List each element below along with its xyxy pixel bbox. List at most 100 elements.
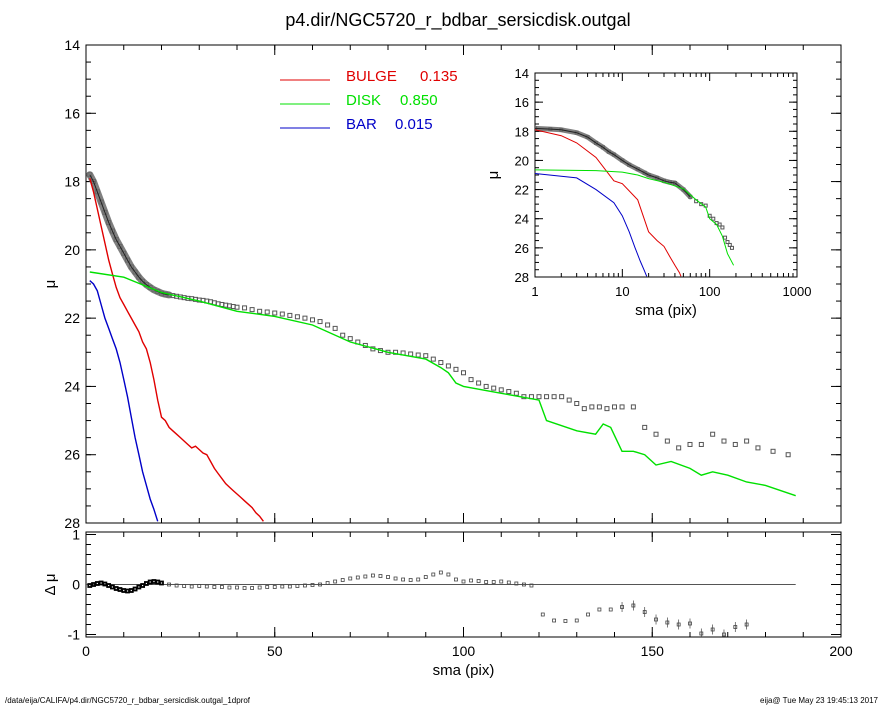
res-point [552,618,556,623]
inset-ytick-label-26: 26 [515,241,529,256]
res-point [87,583,93,588]
main-data-point [721,438,727,444]
res-point [563,619,568,623]
main-ytick-label-24: 24 [64,378,80,394]
main-data-point [423,353,429,359]
main-data-point [676,445,682,451]
main-data-point [744,438,750,444]
res-point [303,583,307,588]
main-data-point [302,315,308,321]
res-point [147,579,153,585]
res-point [167,582,171,587]
footer-path: /data/eija/CALIFA/p4.dir/NGC5720_r_bdbar… [5,696,251,705]
res-xtick-label-100: 100 [452,643,476,659]
main-data-point [664,438,670,444]
res-point [597,607,602,612]
inset-series-bar [535,173,648,277]
inset-ytick-label-24: 24 [515,212,529,227]
res-point [401,577,406,582]
res-point [265,585,270,589]
res-point [121,588,127,593]
inset-ytick-label-18: 18 [515,124,529,139]
main-data-point [698,441,704,447]
res-point [310,583,315,587]
res-point [506,580,511,585]
res-point [128,588,134,593]
res-point [386,575,390,579]
main-ytick-label-14: 14 [64,37,80,53]
main-data-point [468,377,474,383]
res-point [94,581,100,586]
res-point [370,573,375,578]
main-data-point [272,310,278,316]
inset-data-band [535,125,693,200]
inset-data-point [699,202,704,207]
inset-series-disk [535,169,735,266]
res-xtick-label-200: 200 [829,643,853,659]
res-point [106,583,112,588]
main-data-point [491,385,497,391]
res-ytick-label--1: -1 [68,627,81,643]
res-point [522,582,526,587]
main-data-point [732,441,738,447]
main-ytick-label-16: 16 [64,105,80,121]
res-xlabel: sma (pix) [433,662,495,679]
res-point [110,584,115,590]
main-data-point [536,394,542,400]
res-point [272,585,277,589]
inset-series-bulge [535,129,682,277]
res-point [408,578,413,582]
main-data-point [461,370,466,376]
res-point [393,576,398,581]
inset-data-point [725,240,730,245]
res-point [348,576,353,581]
res-point [159,580,164,586]
main-data-point [642,424,648,430]
main-data-point [279,311,285,317]
main-data-point [619,404,625,410]
res-point [140,583,146,588]
main-data-point [340,332,346,338]
res-point [151,579,157,584]
inset-data-point [723,235,728,240]
res-xtick-label-50: 50 [267,643,283,659]
inset-ylabel: μ [485,171,502,180]
chart-title: p4.dir/NGC5720_r_bdbar_sersicdisk.outgal [285,10,630,31]
res-point [242,586,247,590]
inset-data-point [717,222,722,227]
main-profile-panel: 14 16 18 20 22 24 26 28 μ [42,37,842,531]
main-data-point [551,394,557,400]
inset-xtick-label-100: 100 [699,284,721,299]
legend-label-bar: BAR [346,116,377,133]
inset-data-core [535,127,691,198]
res-point [125,588,130,594]
inset-xtick-label-1000: 1000 [783,284,812,299]
inset-data-point [727,242,732,247]
res-ytick-label-1: 1 [72,527,80,543]
res-point [540,612,545,617]
res-point [280,584,285,589]
legend-value-bulge: 0.135 [420,68,458,85]
res-point [333,579,338,584]
main-data-point [559,394,565,400]
inset-ytick-label-14: 14 [515,66,529,81]
res-xtick-label-150: 150 [641,643,665,659]
res-point [340,578,345,582]
res-point [491,580,496,584]
main-data-point [294,314,300,320]
inset-frame [534,72,798,278]
main-ylabel: μ [42,280,59,289]
res-point [446,572,451,577]
res-point [295,584,300,588]
res-point [174,583,179,588]
res-point [189,584,194,589]
res-point [529,583,534,588]
main-data-point [544,394,550,400]
res-point [416,577,421,582]
main-data-band [86,171,173,299]
main-data-point [687,441,693,447]
main-data-point [710,431,716,437]
res-point [136,584,142,590]
